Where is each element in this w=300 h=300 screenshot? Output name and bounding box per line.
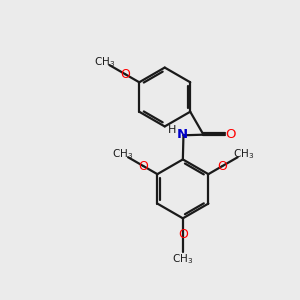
Text: CH$_3$: CH$_3$: [172, 252, 194, 266]
Text: O: O: [120, 68, 130, 81]
Text: O: O: [138, 160, 148, 172]
Text: O: O: [178, 228, 188, 241]
Text: CH$_3$: CH$_3$: [112, 147, 133, 161]
Text: CH$_3$: CH$_3$: [94, 56, 116, 69]
Text: O: O: [218, 160, 227, 172]
Text: N: N: [177, 128, 188, 141]
Text: H: H: [168, 125, 176, 135]
Text: O: O: [225, 128, 236, 141]
Text: CH$_3$: CH$_3$: [233, 147, 254, 161]
